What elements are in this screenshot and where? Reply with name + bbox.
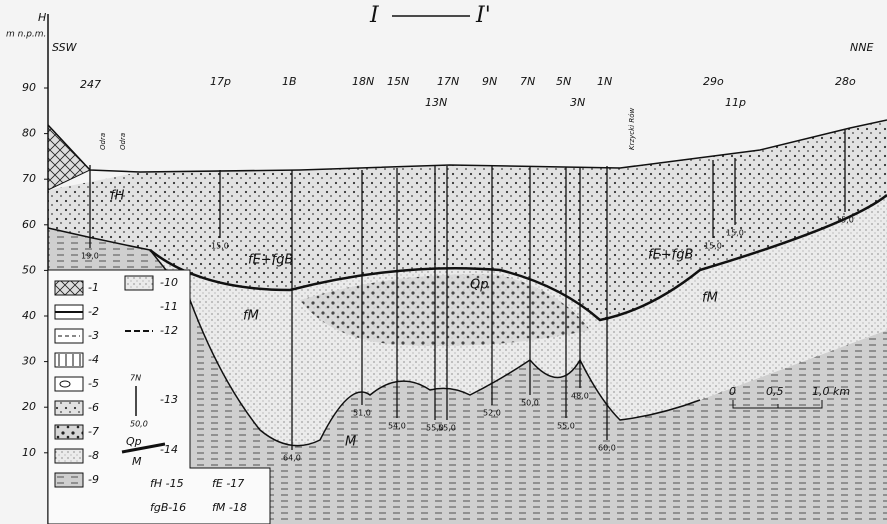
borehole-depth: 55,0 [426,424,444,433]
borehole-depth: 19,0 [81,252,99,261]
y-tick-label: 30 [22,355,36,368]
legend-borehole-depth: 50,0 [130,420,148,429]
y-tick-label: 60 [22,218,36,231]
legend-label: -6 [88,401,99,414]
title-left: I [369,3,380,28]
legend-symbol [55,425,83,439]
borehole-depth: 54,0 [388,422,406,431]
legend-symbol [55,473,83,487]
borehole-label: 1N [597,75,612,88]
river-label: Krzycki Rów [628,107,636,150]
legend-label: -7 [88,425,99,438]
axis-label: H [38,11,46,24]
borehole-depth: 15,0 [704,242,722,251]
legend-code: fM -18 [212,501,247,514]
borehole-label: 7N [520,75,535,88]
legend-label: -13 [160,393,178,406]
borehole-label: 9N [482,75,497,88]
scale-label: 1,0 km [812,385,850,398]
legend-code: fE -17 [212,477,244,490]
y-tick-label: 20 [22,400,36,413]
borehole-depth: 52,0 [483,409,501,418]
legend-symbol [55,401,83,415]
legend-label: -1 [88,281,99,294]
borehole-depth: 48,0 [571,392,589,401]
legend-code: fgB-16 [150,501,186,514]
borehole-label: 28o [835,75,856,88]
borehole-depth: 60,0 [598,444,616,453]
legend-symbol [55,377,83,391]
legend-label: -2 [88,305,99,318]
borehole-label: 3N [570,96,585,109]
borehole-label: 247 [80,78,101,91]
y-tick-label: 90 [22,81,36,94]
borehole-depth: 64,0 [283,454,301,463]
unit-label: fM [243,309,259,324]
borehole-label: 17N [437,75,459,88]
y-tick-label: 70 [22,172,36,185]
unit-label: fE+fgB [648,248,694,263]
borehole-label: 29o [703,75,724,88]
borehole-depth: 55,0 [557,422,575,431]
borehole-depth: 51,0 [353,409,371,418]
unit-label: M [345,435,356,450]
borehole-depth: 50,0 [521,399,539,408]
legend-label: -4 [88,353,99,366]
scale-label: 0,5 [766,385,784,398]
legend-label: -10 [160,276,178,289]
direction-left: SSW [52,41,78,54]
borehole-depth: 15,0 [726,229,744,238]
borehole-label: 11p [725,96,746,109]
borehole-label: 15N [387,75,409,88]
unit-label: fH [110,189,125,204]
unit-label: fM [702,291,718,306]
legend-symbol [55,281,83,295]
legend-label: -12 [160,324,178,337]
legend-borehole-label: 7N [130,374,141,383]
borehole-depth: 15,0 [836,216,854,225]
borehole-label: 17p [210,75,231,88]
y-tick-label: 10 [22,446,36,459]
legend-label: -5 [88,377,99,390]
legend-label: -11 [160,300,178,313]
axis-unit: m n.p.m. [6,30,46,40]
legend-symbol [125,276,153,290]
legend-line-label: Qp [126,435,142,448]
unit-label: Qp [470,278,488,293]
legend-label: -9 [88,473,99,486]
borehole-depth: 15,0 [211,242,229,251]
borehole-label: 18N [352,75,374,88]
legend-line-label: M [132,455,142,468]
borehole-label: 1B [282,75,297,88]
title-right: I' [475,3,491,28]
river-label: Odra [99,133,107,150]
y-tick-label: 50 [22,263,36,276]
legend-label: -8 [88,449,99,462]
legend-code: fH -15 [150,477,184,490]
cross-section: H m n.p.m. 90 80 70 60 50 40 30 20 10 I I' SSW N… [0,0,887,524]
direction-right: NNE [850,41,873,54]
unit-label: fE+fgB [248,253,294,268]
river-label: Odra [119,133,127,150]
borehole-label: 5N [556,75,571,88]
y-tick-label: 80 [22,127,36,140]
scale-label: 0 [729,385,736,398]
borehole-label: 13N [425,96,447,109]
legend-symbol [55,449,83,463]
legend-label: -3 [88,329,99,342]
y-tick-label: 40 [22,309,36,322]
